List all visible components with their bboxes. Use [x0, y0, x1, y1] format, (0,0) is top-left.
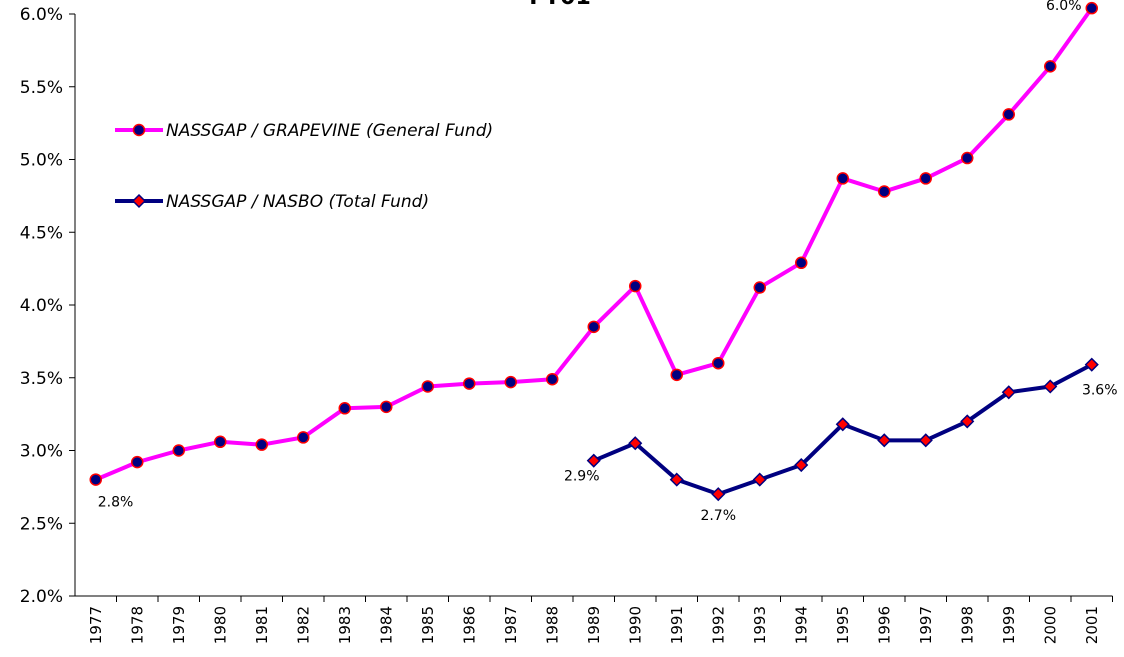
data-point [629, 279, 642, 293]
data-point [255, 438, 268, 451]
legend-label: NASSGAP / GRAPEVINE (General Fund) [166, 121, 493, 141]
data-point [380, 400, 393, 414]
data-label: 6.0% [1046, 0, 1082, 14]
data-label: 2.8% [98, 495, 134, 511]
data-point [919, 172, 932, 185]
data-point [1001, 385, 1016, 400]
data-label: 2.9% [564, 469, 600, 485]
data-point [338, 402, 351, 415]
data-point [587, 320, 600, 334]
y-tick-label: 6.0% [20, 5, 63, 25]
data-point [89, 473, 102, 486]
data-point [1085, 1, 1098, 15]
x-tick-label: 1992 [709, 606, 727, 644]
legend-label: NASSGAP / NASBO (Total Fund) [166, 192, 429, 212]
data-point [546, 372, 559, 386]
x-tick-label: 1997 [917, 606, 935, 644]
data-point [961, 151, 974, 165]
x-tick-label: 2001 [1083, 606, 1101, 644]
data-label: 2.7% [700, 508, 736, 524]
x-tick-label: 1988 [543, 606, 561, 644]
data-point [297, 431, 310, 444]
legend-marker [131, 193, 147, 209]
data-point [214, 435, 227, 449]
x-tick-label: 1994 [792, 606, 810, 644]
legend: NASSGAP / GRAPEVINE (General Fund) NASSGA… [115, 121, 493, 212]
x-tick-label: 1984 [377, 606, 395, 644]
data-point [586, 453, 601, 468]
x-tick-label: 1980 [211, 606, 229, 644]
x-tick-label: 1985 [419, 606, 437, 644]
data-point [131, 455, 144, 469]
y-tick-label: 4.5% [20, 223, 63, 243]
data-point [835, 417, 850, 432]
x-tick-label: 1998 [958, 606, 976, 644]
x-tick-label: 1991 [668, 606, 686, 644]
data-point [628, 436, 643, 451]
data-point [463, 377, 476, 390]
y-tick-label: 3.5% [20, 369, 63, 389]
series-line [94, 7, 1094, 482]
data-point [795, 256, 808, 270]
data-point [753, 281, 766, 294]
y-tick-label: 5.0% [20, 151, 63, 171]
x-tick-label: 1983 [336, 606, 354, 644]
data-point [1002, 108, 1015, 121]
data-point [836, 172, 849, 185]
legend-marker [132, 123, 146, 137]
data-point [1084, 357, 1099, 372]
data-point [752, 472, 767, 487]
data-point [711, 487, 726, 502]
data-point [877, 433, 892, 448]
x-tick-label: 1989 [585, 606, 603, 644]
data-point [421, 380, 434, 393]
x-tick-label: 1986 [460, 606, 478, 644]
x-tick-label: 1990 [626, 606, 644, 644]
data-point [172, 444, 185, 457]
x-tick-label: 1995 [834, 606, 852, 644]
y-tick-label: 4.0% [20, 296, 63, 316]
x-tick-label: 2000 [1041, 606, 1059, 644]
data-point [712, 356, 725, 370]
x-tick-label: 1977 [87, 606, 105, 644]
x-tick-label: 1981 [253, 606, 271, 644]
data-point [504, 375, 517, 389]
chart-title: FY01 [529, 0, 591, 10]
data-label: 3.6% [1082, 383, 1118, 399]
data-point [1043, 379, 1058, 394]
x-tick-label: 1982 [294, 606, 312, 644]
x-tick-label: 1987 [502, 606, 520, 644]
x-tick-label: 1993 [751, 606, 769, 644]
y-tick-label: 2.5% [20, 514, 63, 534]
x-tick-label: 1978 [128, 606, 146, 644]
x-tick-label: 1979 [170, 606, 188, 644]
y-tick-label: 3.0% [20, 442, 63, 462]
data-point [960, 414, 975, 429]
data-point [669, 472, 684, 487]
x-tick-label: 1996 [875, 606, 893, 644]
data-point [794, 457, 809, 473]
data-point [878, 185, 891, 198]
y-tick-label: 5.5% [20, 78, 63, 98]
data-point [918, 433, 933, 448]
y-tick-label: 2.0% [20, 587, 63, 607]
data-point [1044, 60, 1057, 73]
x-tick-label: 1999 [1000, 606, 1018, 644]
data-point [670, 368, 683, 382]
